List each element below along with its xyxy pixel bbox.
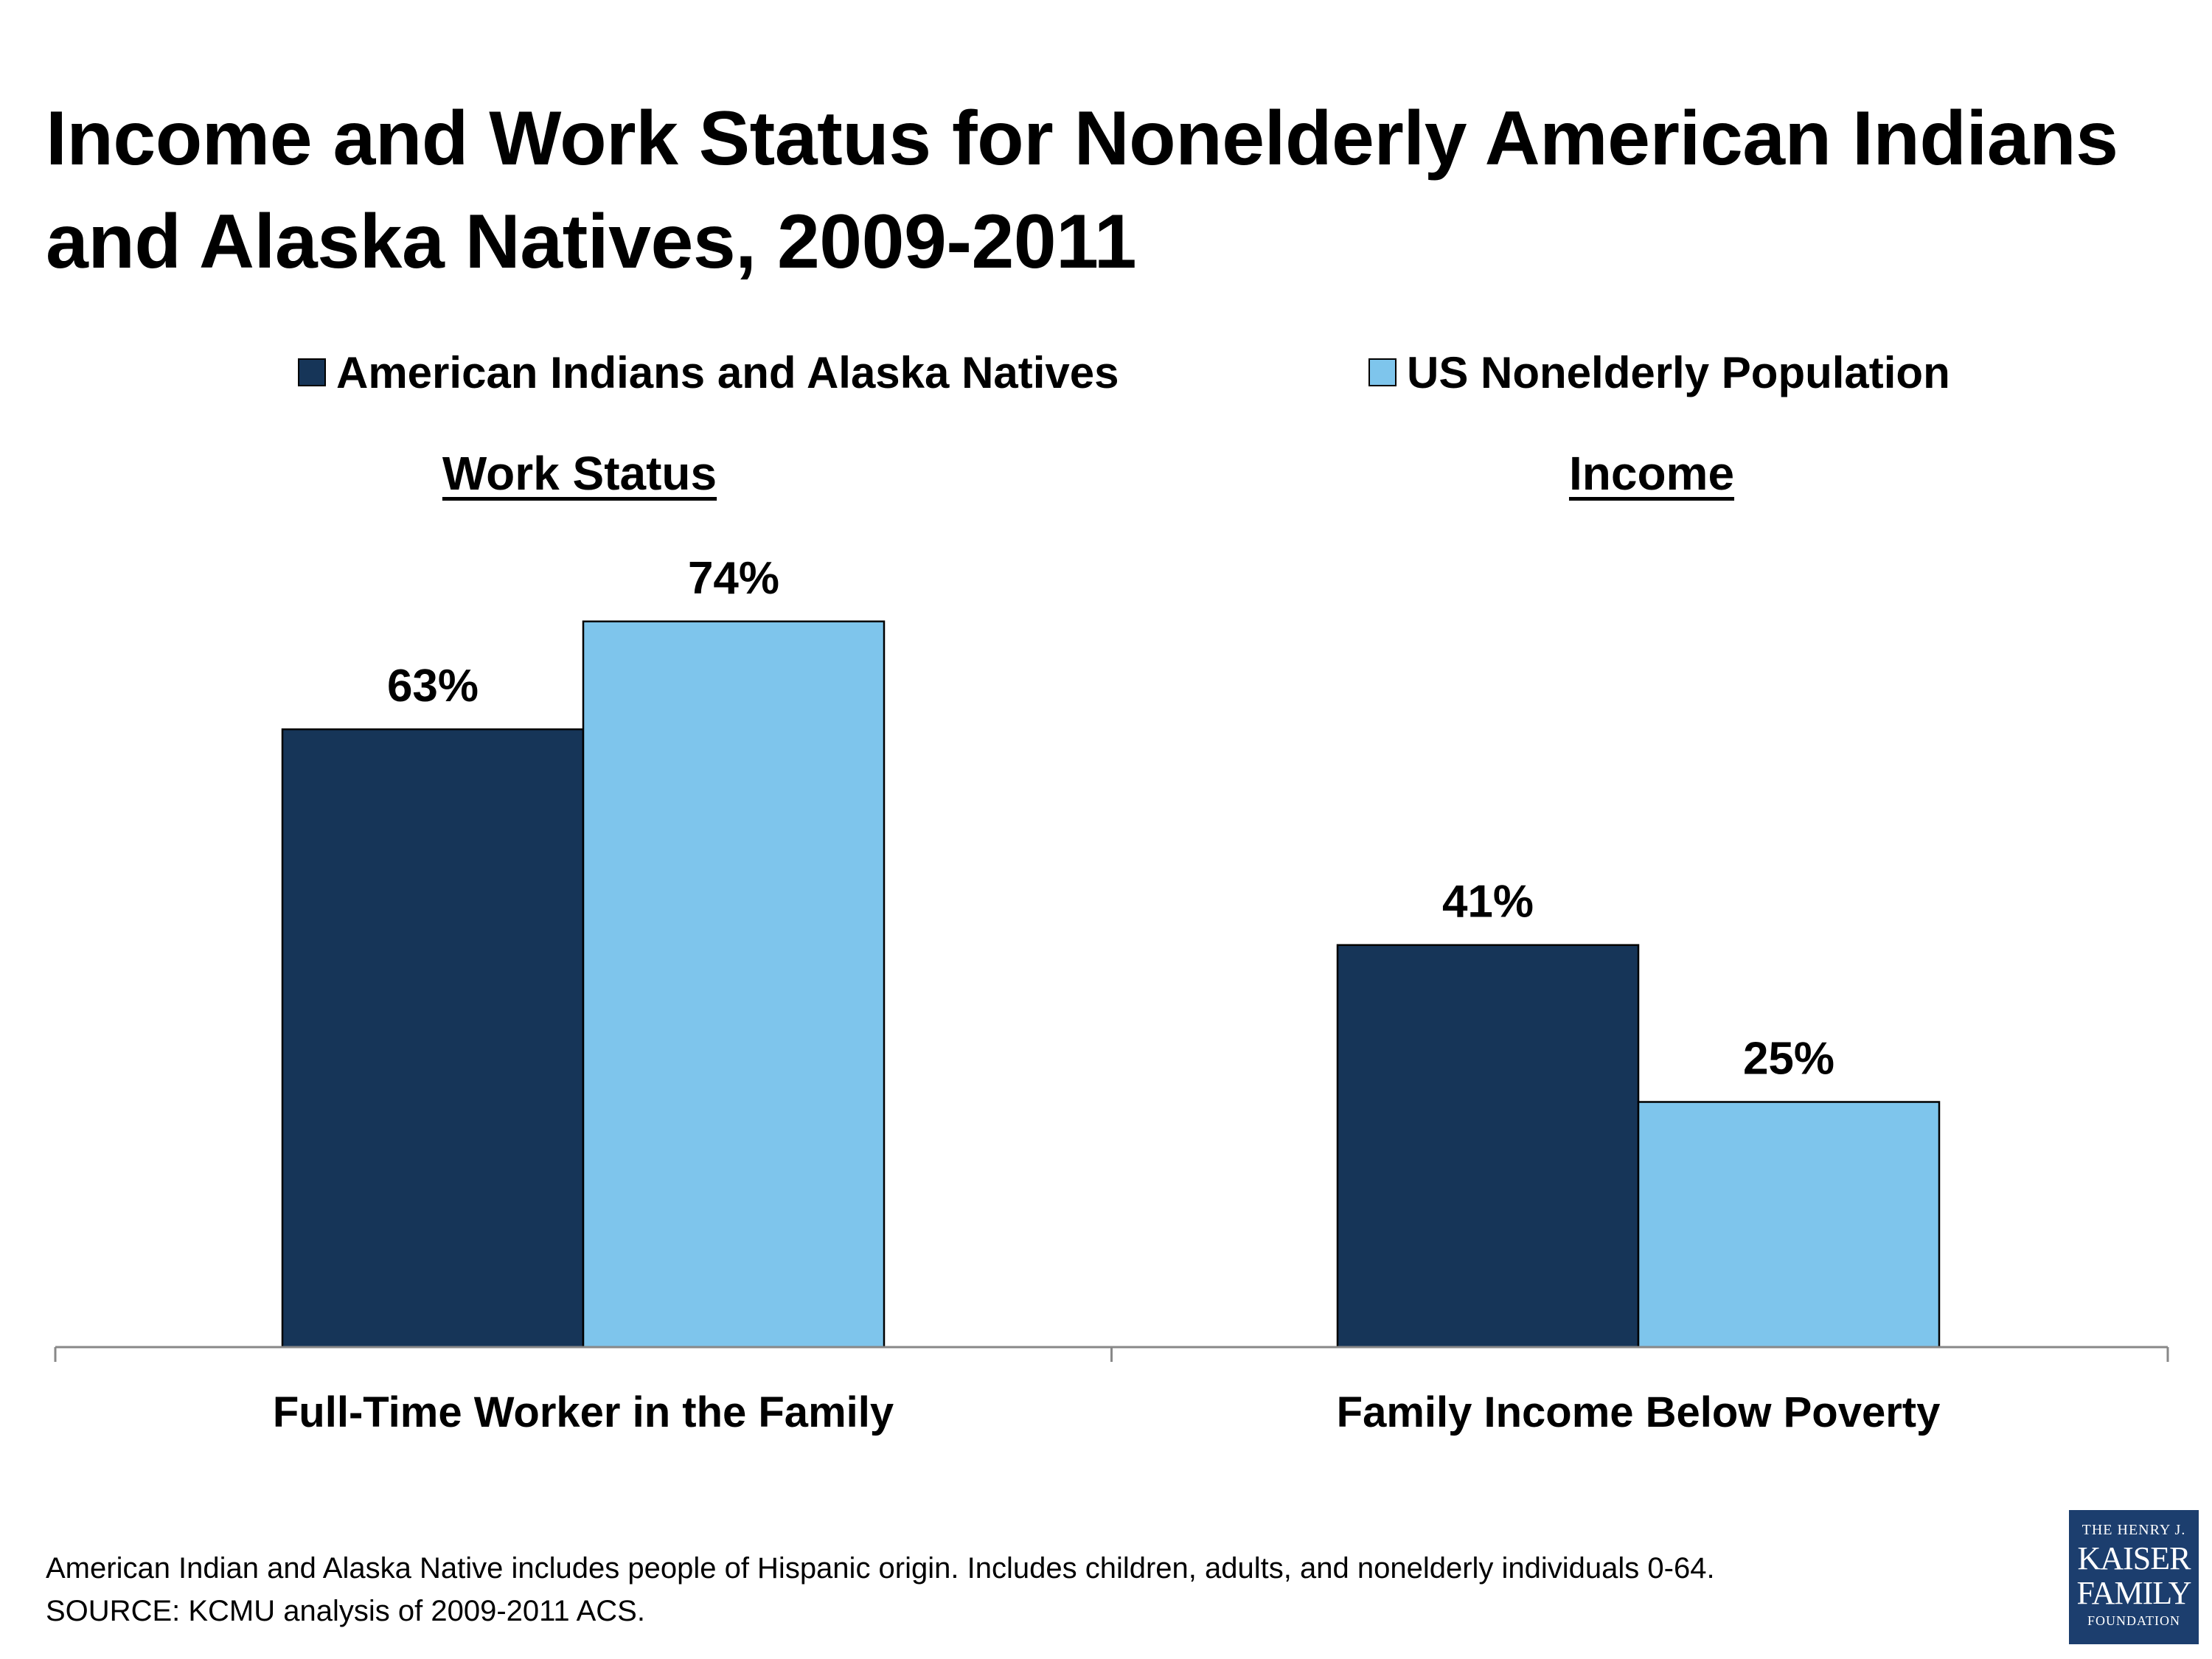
legend-label-us: US Nonelderly Population [1407, 347, 1950, 397]
logo-line-2: KAISER [2077, 1540, 2191, 1576]
bar-us-1 [1637, 1101, 1941, 1349]
data-label-aian-0: 63% [387, 661, 479, 712]
legend-label-aian: American Indians and Alaska Natives [336, 347, 1119, 397]
bar-us-0 [582, 620, 886, 1349]
data-label-aian-1: 41% [1442, 877, 1534, 928]
bar-aian-1 [1336, 944, 1640, 1349]
legend-swatch-aian [298, 358, 326, 386]
category-label-1: Family Income Below Poverty [1337, 1388, 1941, 1436]
data-label-us-0: 74% [688, 553, 779, 604]
group-heading-work-status: Work Status [442, 447, 717, 500]
footnote-source: SOURCE: KCMU analysis of 2009-2011 ACS. [46, 1595, 645, 1627]
data-label-us-1: 25% [1743, 1034, 1834, 1085]
logo-line-4: FOUNDATION [2087, 1613, 2180, 1628]
legend-item-aian: American Indians and Alaska Natives [298, 347, 1119, 398]
kaiser-family-foundation-logo: THE HENRY J. KAISER FAMILY FOUNDATION [2069, 1510, 2199, 1644]
chart-title: Income and Work Status for Nonelderly Am… [46, 96, 2118, 285]
bar-aian-0 [281, 728, 585, 1349]
category-label-0: Full-Time Worker in the Family [273, 1388, 894, 1436]
legend-item-us: US Nonelderly Population [1368, 347, 1950, 398]
footnote-note: American Indian and Alaska Native includ… [46, 1552, 1715, 1585]
bar-chart: 63% 74% Full-Time Worker in the Family 41% 2… [54, 553, 2169, 1436]
legend-swatch-us [1368, 358, 1397, 386]
logo-line-1: THE HENRY J. [2081, 1522, 2186, 1538]
footnote: American Indian and Alaska Native includ… [46, 1547, 1715, 1632]
logo-line-3: FAMILY [2076, 1575, 2191, 1611]
group-heading-income: Income [1568, 447, 1735, 500]
